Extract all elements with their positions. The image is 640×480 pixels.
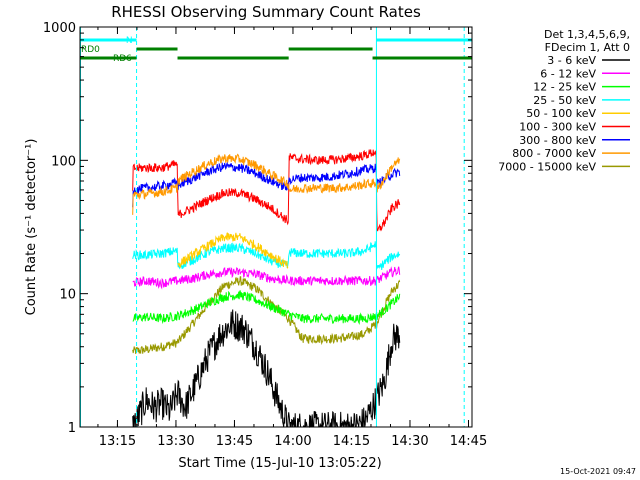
chart-title: RHESSI Observing Summary Count Rates xyxy=(111,3,421,21)
y-tick-label-1: 10 xyxy=(59,288,76,303)
series-line-800-7000keV xyxy=(132,153,401,215)
legend-label-6: 300 - 800 keV xyxy=(519,134,596,147)
legend-label-7: 800 - 7000 keV xyxy=(512,147,596,160)
series-line-6-12keV xyxy=(132,266,401,290)
legend-header-line-1: Det 1,3,4,5,6,9, xyxy=(544,28,630,41)
y-axis-label: Count Rate (s⁻¹ detector⁻¹) xyxy=(24,139,39,316)
axis-layer: 13:15 13:30 13:45 14:00 14:15 14:30 14:45 1 10 10… xyxy=(43,21,487,449)
timestamp: 15-Oct-2021 09:47 xyxy=(560,467,636,476)
legend-label-8: 7000 - 15000 keV xyxy=(498,160,596,173)
series-line-3-6keV xyxy=(132,309,401,428)
series-line-300-800keV xyxy=(132,161,401,208)
x-tick-label-6: 14:45 xyxy=(450,434,487,449)
plot-frame xyxy=(79,26,473,428)
decimation-low-label: RD6 xyxy=(113,54,132,64)
x-tick-label-1: 13:30 xyxy=(157,434,194,449)
legend: Det 1,3,4,5,6,9, FDecim 1, Att 0 3 - 6 k… xyxy=(498,28,630,173)
x-tick-label-4: 14:15 xyxy=(333,434,370,449)
legend-header-line-2: FDecim 1, Att 0 xyxy=(545,41,630,54)
series-line-100-300keV xyxy=(132,149,401,232)
x-axis-label: Start Time (15-Jul-10 13:05:22) xyxy=(178,456,381,471)
x-tick-label-0: 13:15 xyxy=(99,434,136,449)
x-tick-label-5: 14:30 xyxy=(391,434,428,449)
attenuator-label: N xyxy=(126,36,133,46)
y-tick-label-2: 100 xyxy=(51,154,76,169)
series-line-7000-15000keV xyxy=(132,276,401,355)
x-tick-label-2: 13:45 xyxy=(216,434,253,449)
legend-label-3: 25 - 50 keV xyxy=(533,94,596,107)
series-line-50-100keV xyxy=(177,232,289,269)
series-layer xyxy=(132,149,401,428)
y-tick-label-0: 1 xyxy=(68,421,76,436)
series-line-25-50keV xyxy=(132,241,401,271)
series-line-12-25keV xyxy=(132,290,401,325)
y-tick-label-3: 1000 xyxy=(43,21,76,36)
legend-label-4: 50 - 100 keV xyxy=(526,107,596,120)
x-tick-label-3: 14:00 xyxy=(274,434,311,449)
legend-label-0: 3 - 6 keV xyxy=(547,54,596,67)
legend-label-1: 6 - 12 keV xyxy=(540,67,596,80)
decimation-high-label: RD0 xyxy=(81,45,100,55)
legend-label-5: 100 - 300 keV xyxy=(519,121,596,134)
legend-label-2: 12 - 25 keV xyxy=(533,81,596,94)
overlay-layer: N RD0 RD6 xyxy=(80,27,472,427)
